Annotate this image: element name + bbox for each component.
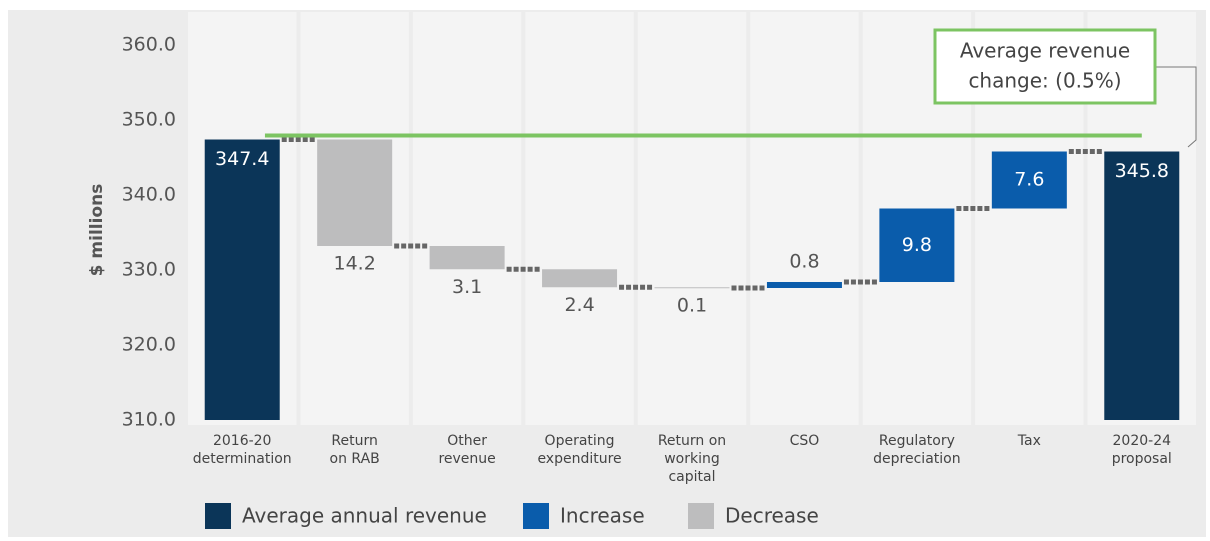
- data-label: 7.6: [1014, 169, 1044, 191]
- column-background: [525, 12, 634, 425]
- bar: [542, 269, 618, 288]
- bar: [1104, 151, 1180, 420]
- bar: [654, 287, 730, 289]
- legend-label: Increase: [560, 504, 645, 528]
- legend-swatch: [523, 503, 549, 529]
- x-tick-label: determination: [193, 451, 292, 467]
- annotation: Average revenue: [960, 39, 1130, 63]
- x-tick-label: Return: [331, 433, 377, 449]
- x-tick-label: working: [664, 451, 720, 467]
- x-tick-label: Regulatory: [879, 433, 955, 449]
- x-tick-label: revenue: [438, 451, 495, 467]
- y-tick-label: 340.0: [122, 184, 176, 206]
- data-label: 0.1: [677, 295, 707, 317]
- column-background: [412, 12, 522, 425]
- y-tick-label: 330.0: [122, 259, 176, 281]
- x-tick-label: Return on: [658, 433, 726, 449]
- legend-label: Decrease: [725, 504, 819, 528]
- data-label: 2.4: [564, 294, 594, 316]
- y-tick-label: 360.0: [122, 34, 176, 56]
- x-tick-label: capital: [668, 469, 715, 485]
- x-tick-label: Operating: [545, 433, 615, 449]
- y-tick-label: 320.0: [122, 334, 176, 356]
- bar: [879, 208, 955, 282]
- data-label: 14.2: [334, 253, 376, 275]
- x-tick-label: Other: [447, 433, 487, 449]
- legend-swatch: [205, 503, 231, 529]
- bar: [991, 151, 1067, 209]
- legend-swatch: [688, 503, 714, 529]
- x-tick-label: depreciation: [873, 451, 960, 467]
- y-tick-label: 350.0: [122, 109, 176, 131]
- column-background: [750, 12, 859, 425]
- x-tick-label: CSO: [790, 433, 820, 449]
- annotation-box: [933, 28, 1157, 105]
- x-tick-label: proposal: [1112, 451, 1172, 467]
- column-background: [637, 12, 747, 425]
- x-tick-label: 2016-20: [213, 433, 272, 449]
- data-label: 347.4: [215, 148, 269, 170]
- x-tick-label: 2020-24: [1113, 433, 1172, 449]
- y-tick-label: 310.0: [122, 409, 176, 431]
- annotation: change: (0.5%): [968, 69, 1121, 93]
- annotation-connector: [1156, 66, 1197, 148]
- x-tick-label: on RAB: [330, 451, 380, 467]
- bar: [204, 139, 280, 420]
- x-tick-label: expenditure: [537, 451, 621, 467]
- y-axis-label: $ millions: [87, 184, 107, 277]
- bar: [766, 282, 842, 288]
- data-label: 9.8: [902, 234, 932, 256]
- data-label: 345.8: [1115, 160, 1169, 182]
- data-label: 3.1: [452, 276, 482, 298]
- data-label: 0.8: [789, 251, 819, 273]
- x-tick-label: Tax: [1017, 433, 1041, 449]
- bar: [317, 139, 393, 246]
- bar: [429, 246, 505, 270]
- legend-label: Average annual revenue: [242, 504, 487, 528]
